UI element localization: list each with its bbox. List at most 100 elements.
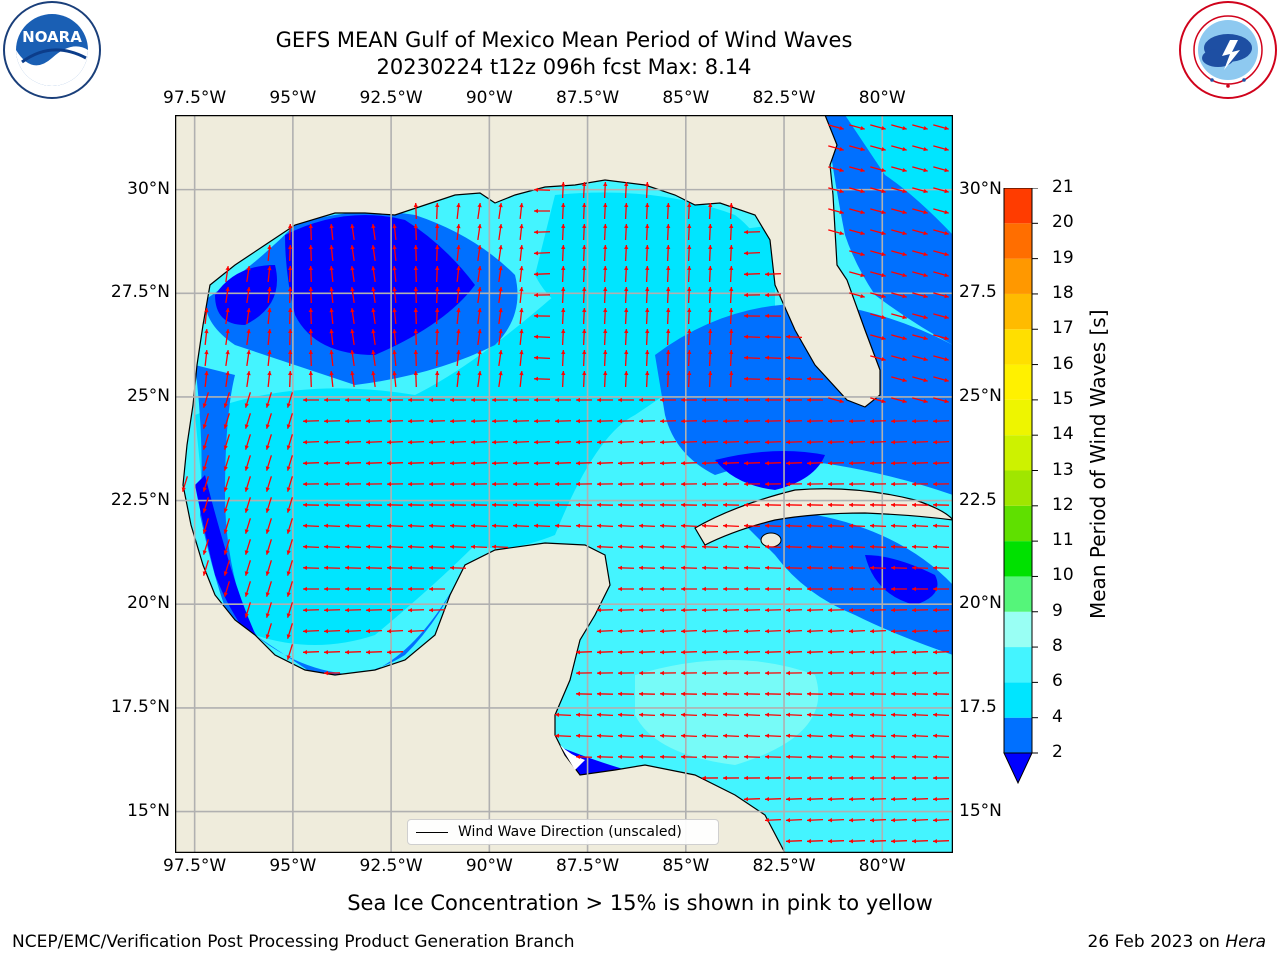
wave-direction-arrow <box>582 307 587 325</box>
wave-direction-arrow <box>848 670 866 676</box>
wave-direction-arrow <box>687 349 692 367</box>
wave-direction-arrow <box>344 565 362 571</box>
wave-direction-arrow <box>870 229 886 236</box>
colorbar-tick-label: 14 <box>1052 424 1074 445</box>
wave-direction-arrow <box>302 544 320 549</box>
wave-direction-arrow <box>729 349 734 367</box>
wave-direction-arrow <box>512 523 530 528</box>
wave-direction-arrow <box>596 523 614 528</box>
wave-direction-arrow <box>617 607 635 613</box>
wave-direction-arrow <box>392 370 397 388</box>
wave-direction-arrow <box>456 265 461 283</box>
wave-direction-arrow <box>666 265 671 283</box>
wave-direction-arrow <box>582 286 587 304</box>
lon-tick-bottom: 92.5°W <box>359 856 423 876</box>
wave-direction-arrow <box>491 544 509 549</box>
wave-direction-arrow <box>365 397 383 403</box>
wave-direction-arrow <box>561 349 566 367</box>
wave-direction-arrow <box>743 440 761 445</box>
wave-direction-arrow <box>223 413 230 429</box>
wave-direction-arrow <box>659 607 677 613</box>
wave-direction-arrow <box>617 523 635 528</box>
wave-direction-arrow <box>491 397 509 403</box>
wave-direction-arrow <box>764 691 782 697</box>
wave-direction-arrow <box>638 650 656 655</box>
wave-direction-arrow <box>449 461 467 466</box>
wave-direction-arrow <box>365 629 383 634</box>
wave-direction-arrow <box>701 691 719 697</box>
wave-direction-arrow <box>554 523 572 528</box>
wave-direction-arrow <box>806 607 824 613</box>
wave-direction-arrow <box>701 754 719 760</box>
wave-direction-arrow <box>849 124 865 131</box>
wave-direction-arrow <box>365 502 383 508</box>
wave-direction-arrow <box>659 565 677 571</box>
wave-direction-arrow <box>344 544 362 549</box>
wave-direction-arrow <box>890 418 908 424</box>
wave-direction-arrow <box>561 223 566 241</box>
wave-direction-arrow <box>596 461 614 466</box>
wave-direction-arrow <box>659 733 677 738</box>
wave-direction-arrow <box>265 560 272 576</box>
chart-title-line2: 20230224 t12z 096h fcst Max: 8.14 <box>376 55 752 79</box>
wave-direction-arrow <box>848 796 866 802</box>
wave-direction-arrow <box>371 307 376 325</box>
wave-direction-arrow <box>575 440 593 445</box>
wave-direction-arrow <box>329 244 334 262</box>
lat-tick-right: 27.5 <box>959 282 997 303</box>
wave-direction-arrow <box>827 629 845 634</box>
wave-direction-arrow <box>848 565 866 571</box>
wave-direction-arrow <box>729 307 734 325</box>
wave-direction-arrow <box>603 244 608 262</box>
wave-direction-arrow <box>869 691 887 697</box>
wave-direction-arrow <box>666 370 671 388</box>
wave-direction-arrow <box>932 650 950 655</box>
wave-direction-arrow <box>624 202 629 220</box>
wave-direction-arrow <box>722 418 740 424</box>
wave-direction-arrow <box>701 712 719 717</box>
wave-direction-arrow <box>498 202 503 220</box>
wave-direction-arrow <box>848 523 866 528</box>
colorbar-segment <box>1004 364 1032 400</box>
wave-direction-arrow <box>308 349 314 367</box>
wave-direction-arrow <box>722 712 740 717</box>
wave-direction-arrow <box>869 670 887 676</box>
wave-direction-arrow <box>344 650 362 655</box>
wave-direction-arrow <box>708 202 713 220</box>
colorbar-tick-label: 18 <box>1052 282 1074 303</box>
wave-direction-arrow <box>617 691 635 697</box>
wave-direction-arrow <box>764 376 782 382</box>
wave-direction-arrow <box>912 271 928 278</box>
wave-direction-arrow <box>407 418 425 424</box>
wave-direction-arrow <box>659 481 677 487</box>
map-panel <box>174 114 954 854</box>
wave-direction-arrow <box>701 629 719 634</box>
wave-direction-arrow <box>428 586 446 592</box>
wave-direction-arrow <box>785 691 803 697</box>
wave-direction-arrow <box>911 607 929 613</box>
wave-direction-arrow <box>827 523 845 528</box>
wave-direction-arrow <box>365 418 383 424</box>
wave-direction-arrow <box>603 223 608 241</box>
wave-direction-arrow <box>428 607 446 613</box>
wave-direction-arrow <box>743 251 761 256</box>
wave-direction-arrow <box>533 334 551 339</box>
wave-direction-arrow <box>806 544 824 549</box>
wave-direction-arrow <box>498 265 503 283</box>
wave-direction-arrow <box>722 565 740 571</box>
wave-direction-arrow <box>680 565 698 571</box>
wave-direction-arrow <box>932 481 950 487</box>
wave-direction-arrow <box>413 244 419 262</box>
wave-direction-arrow <box>533 251 551 256</box>
colorbar-under-extension <box>1003 752 1033 785</box>
wave-direction-arrow <box>575 418 593 424</box>
lat-tick-right: 25°N <box>959 385 1002 406</box>
colorbar-segment <box>1004 258 1032 294</box>
wave-direction-arrow <box>519 328 524 346</box>
wave-direction-arrow <box>785 670 803 676</box>
wave-direction-arrow <box>265 476 272 492</box>
wave-direction-arrow <box>891 292 907 299</box>
wave-direction-arrow <box>680 691 698 697</box>
lon-tick-bottom: 90°W <box>465 856 513 876</box>
wave-direction-arrow <box>806 418 824 424</box>
